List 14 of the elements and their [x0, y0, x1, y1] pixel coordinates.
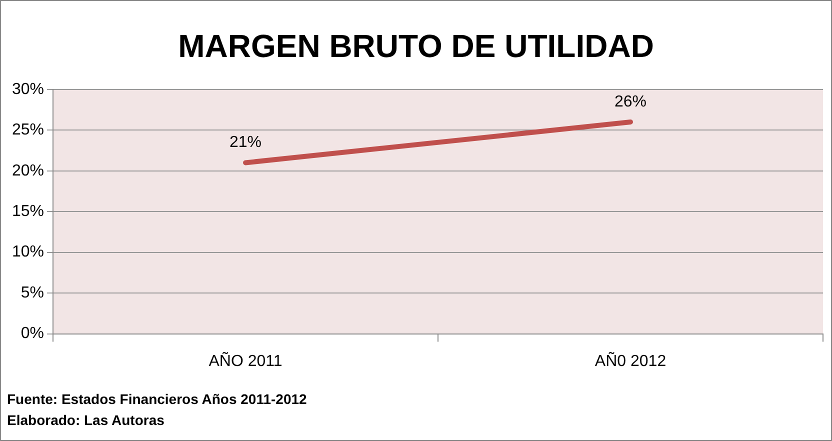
y-tick-label: 15%	[12, 203, 44, 220]
y-tick-label: 10%	[12, 244, 44, 261]
y-tick-label: 5%	[20, 284, 44, 302]
x-tick-label: AÑO 2011	[208, 350, 282, 370]
y-tick-label: 25%	[12, 122, 44, 139]
y-tick-label: 0%	[20, 325, 44, 342]
x-tick-label: AÑ0 2012	[594, 350, 666, 370]
source-note: Fuente: Estados Financieros Años 2011-2012	[7, 390, 307, 409]
y-tick-label: 30%	[12, 80, 44, 98]
y-tick-label: 20%	[12, 162, 44, 180]
data-label: 21%	[230, 134, 262, 152]
data-label: 26%	[614, 93, 647, 110]
chart-title: MARGEN BRUTO DE UTILIDAD	[178, 28, 654, 64]
text: Elaborado: Las Autoras	[7, 411, 166, 430]
